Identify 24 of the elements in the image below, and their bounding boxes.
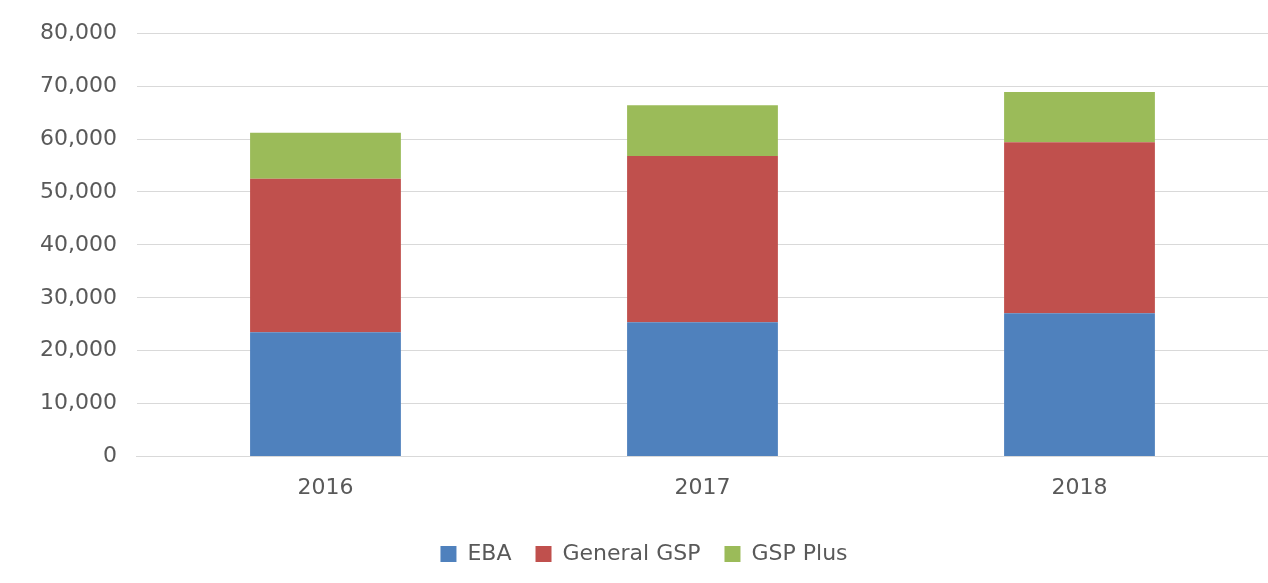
bar	[1004, 91, 1155, 143]
bar	[250, 178, 401, 333]
bar	[250, 132, 401, 179]
x-tick-label: 2016	[297, 473, 354, 499]
y-tick-label: 50,000	[39, 177, 117, 203]
y-tick-label: 60,000	[39, 124, 117, 150]
bar	[1004, 142, 1155, 314]
legend-label: GSP Plus	[751, 539, 848, 565]
y-tick-label: 10,000	[39, 389, 117, 415]
x-tick-label: 2018	[1051, 473, 1108, 499]
y-tick-label: 40,000	[39, 230, 117, 256]
x-tick-label: 2017	[674, 473, 731, 499]
y-tick-label: 0	[102, 442, 117, 468]
bar	[1004, 313, 1155, 457]
legend-label: EBA	[467, 539, 512, 565]
legend-label: General GSP	[562, 539, 701, 565]
y-tick-label: 30,000	[39, 283, 117, 309]
bar	[627, 322, 778, 457]
y-tick-label: 20,000	[39, 336, 117, 362]
bar	[627, 155, 778, 323]
bar	[627, 105, 778, 156]
y-tick-label: 70,000	[39, 71, 117, 97]
y-tick-label: 80,000	[39, 18, 117, 44]
bar	[250, 332, 401, 457]
